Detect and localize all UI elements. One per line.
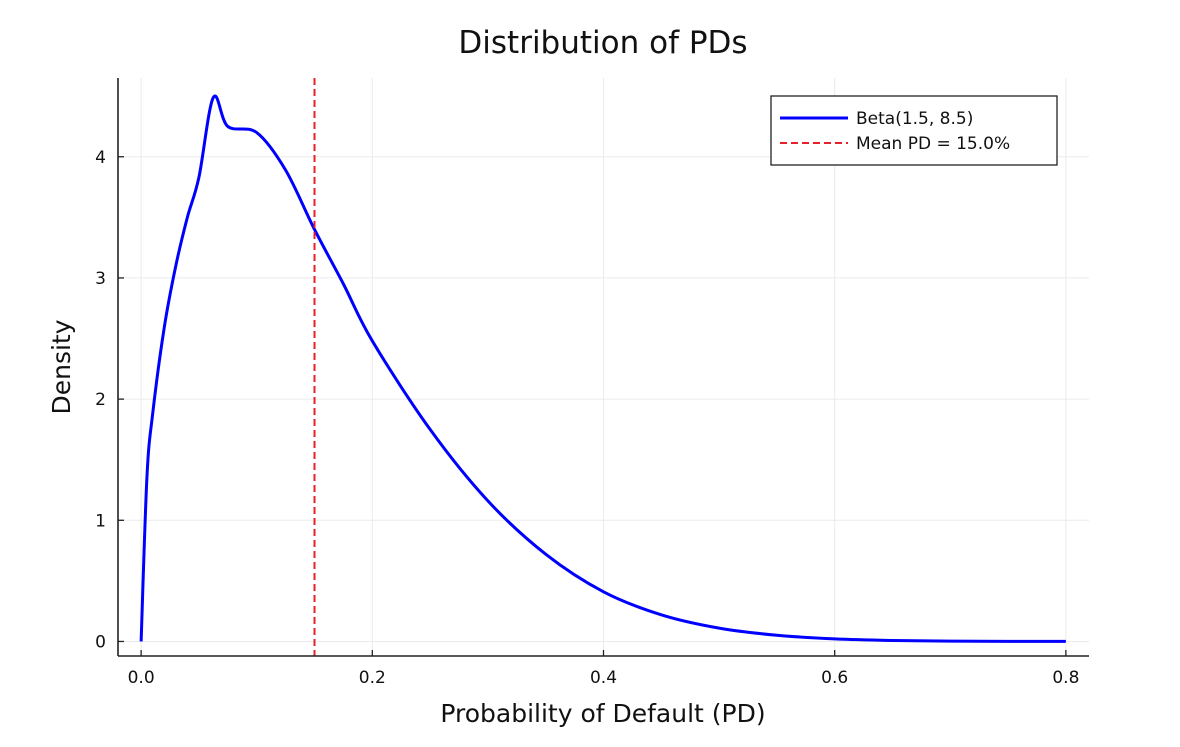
y-tick-label-1: 1 [95,511,106,531]
x-tick-label-2: 0.4 [590,668,617,688]
x-tick-label-4: 0.8 [1052,668,1079,688]
y-axis-label: Density [47,319,76,414]
legend-box [770,95,1058,166]
y-tick-label-3: 3 [95,269,106,289]
y-tick-label-0: 0 [95,632,106,652]
legend: Beta(1.5, 8.5) Mean PD = 15.0% [770,95,1058,166]
x-tick-label-1: 0.2 [359,668,386,688]
y-tick-label-2: 2 [95,390,106,410]
chart-title: Distribution of PDs [458,25,747,61]
series-layer [139,78,1066,656]
legend-label-beta: Beta(1.5, 8.5) [856,109,973,129]
x-axis-label: Probability of Default (PD) [440,699,765,728]
x-tick-label-0: 0.0 [128,668,155,688]
beta-density-curve [139,94,1066,643]
legend-label-mean: Mean PD = 15.0% [856,134,1010,154]
ticks: 0.0 0.2 0.4 0.6 0.8 0 1 2 3 4 [95,148,1079,688]
x-tick-label-3: 0.6 [821,668,848,688]
y-tick-label-4: 4 [95,148,106,168]
